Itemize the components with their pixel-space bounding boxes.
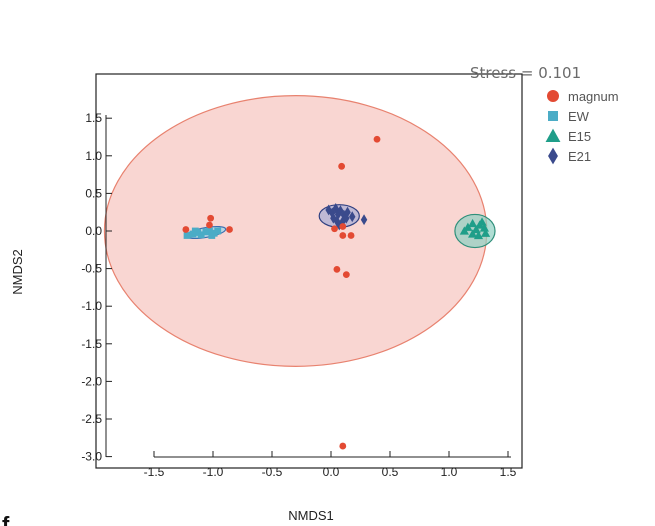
point-magnum [373,135,381,143]
x-tick-label: -1.0 [203,465,224,479]
x-tick-label: 0.0 [323,465,340,479]
panel-letter: f [2,512,10,526]
point-e21 [349,211,356,223]
x-tick-label: -1.5 [144,465,165,479]
point-ew [197,231,205,239]
plot-frame [95,73,523,469]
point-magnum [339,442,347,450]
point-magnum [333,265,341,273]
y-tick-label: -0.5 [81,262,102,276]
data-points [182,135,491,450]
x-tick-label: 1.0 [441,465,458,479]
point-magnum [339,223,347,230]
point-e21 [328,207,336,219]
point-e15 [459,226,469,235]
y-tick-label: 0.0 [85,224,102,238]
point-e21 [332,203,339,214]
x-axis-title: NMDS1 [288,508,334,523]
y-axis-title: NMDS2 [10,249,25,295]
point-magnum [182,226,190,233]
point-magnum [342,271,350,279]
x-tick-label: -0.5 [262,465,283,479]
point-e15 [473,230,484,240]
x-tick-label: 1.5 [500,465,517,479]
point-magnum [331,225,338,233]
point-e21 [333,215,341,227]
point-e21 [343,212,350,224]
legend-marker-e21 [548,147,558,165]
y-tick-label: -2.5 [81,412,102,426]
legend-label-ew: EW [568,109,590,124]
legend-label-e21: E21 [568,149,591,164]
point-ew [206,227,213,235]
y-tick-label: -1.5 [81,337,102,351]
point-e15 [479,223,489,232]
legend-marker-ew [548,111,558,121]
point-e15 [468,218,478,228]
y-axis-ticks: 1.5 1.0 0.5 0.0 -0.5 -1.0 -1.5 -2.0 -2.5 -3.0 [81,111,112,464]
stress-annotation: Stress = 0.101 [470,64,581,82]
point-ew [214,227,222,235]
confidence-ellipses [103,95,496,367]
point-ew [208,232,216,239]
point-e21 [360,214,368,226]
point-e15 [477,217,487,226]
point-ew [202,228,210,236]
point-magnum [206,221,213,229]
legend-marker-magnum [547,90,559,102]
point-e15 [480,228,491,237]
y-tick-label: -2.0 [81,374,102,388]
point-magnum [339,232,347,239]
point-magnum [338,162,346,170]
point-magnum [347,232,355,239]
point-magnum [226,226,233,233]
x-axis-ticks: -1.5 -1.0 -0.5 0.0 0.5 1.0 1.5 [144,451,517,479]
point-ew [191,227,199,235]
legend-label-e15: E15 [568,129,591,144]
legend: magnum EW E15 E21 [545,89,619,165]
x-tick-label: 0.5 [382,465,399,479]
point-e21 [330,212,337,224]
ellipse-magnum [103,95,488,367]
legend-label-magnum: magnum [568,89,619,104]
point-magnum [207,214,215,222]
y-tick-label: 1.0 [85,149,102,163]
y-tick-label: 0.5 [85,186,102,200]
point-ew [183,232,191,239]
y-tick-label: -1.0 [81,299,102,313]
y-tick-label: -3.0 [81,450,102,464]
y-tick-label: 1.5 [85,111,102,125]
legend-marker-e15 [545,128,561,142]
point-e15 [468,229,478,238]
